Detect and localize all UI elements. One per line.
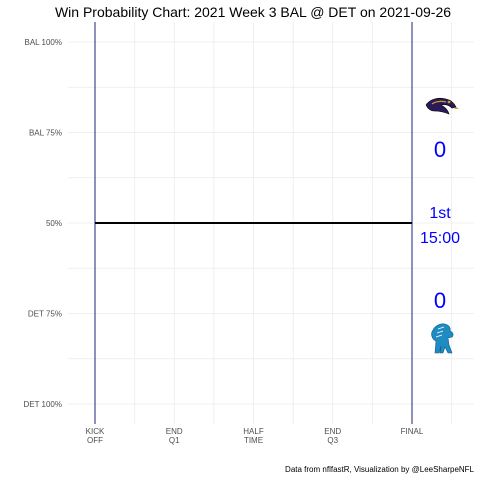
y-tick-label: DET 75% <box>28 310 62 319</box>
ravens-logo-icon <box>425 97 459 115</box>
away-score: 0 <box>434 137 446 162</box>
x-tick-label: KICK <box>86 427 105 436</box>
game-time: 15:00 <box>420 230 460 247</box>
x-tick-label: END <box>324 427 341 436</box>
x-tick-label-line2: Q3 <box>327 436 338 445</box>
y-tick-label: DET 100% <box>23 400 62 409</box>
home-score: 0 <box>434 288 446 313</box>
y-tick-label: BAL 75% <box>29 129 62 138</box>
x-tick-label: END <box>166 427 183 436</box>
x-tick-label-line2: TIME <box>244 436 263 445</box>
x-tick-label-line2: OFF <box>87 436 103 445</box>
lions-logo-icon <box>431 323 454 354</box>
chart-caption: Data from nflfastR, Visualization by @Le… <box>285 465 475 474</box>
x-tick-label-line2: Q1 <box>169 436 180 445</box>
chart-title: Win Probability Chart: 2021 Week 3 BAL @… <box>55 4 451 20</box>
x-tick-label: FINAL <box>401 427 424 436</box>
y-tick-label: BAL 100% <box>24 38 62 47</box>
y-axis-ticks: BAL 100% BAL 75% 50% DET 75% DET 100% <box>23 38 62 409</box>
y-tick-label: 50% <box>46 219 62 228</box>
game-quarter: 1st <box>429 205 451 222</box>
x-tick-label: HALF <box>243 427 264 436</box>
